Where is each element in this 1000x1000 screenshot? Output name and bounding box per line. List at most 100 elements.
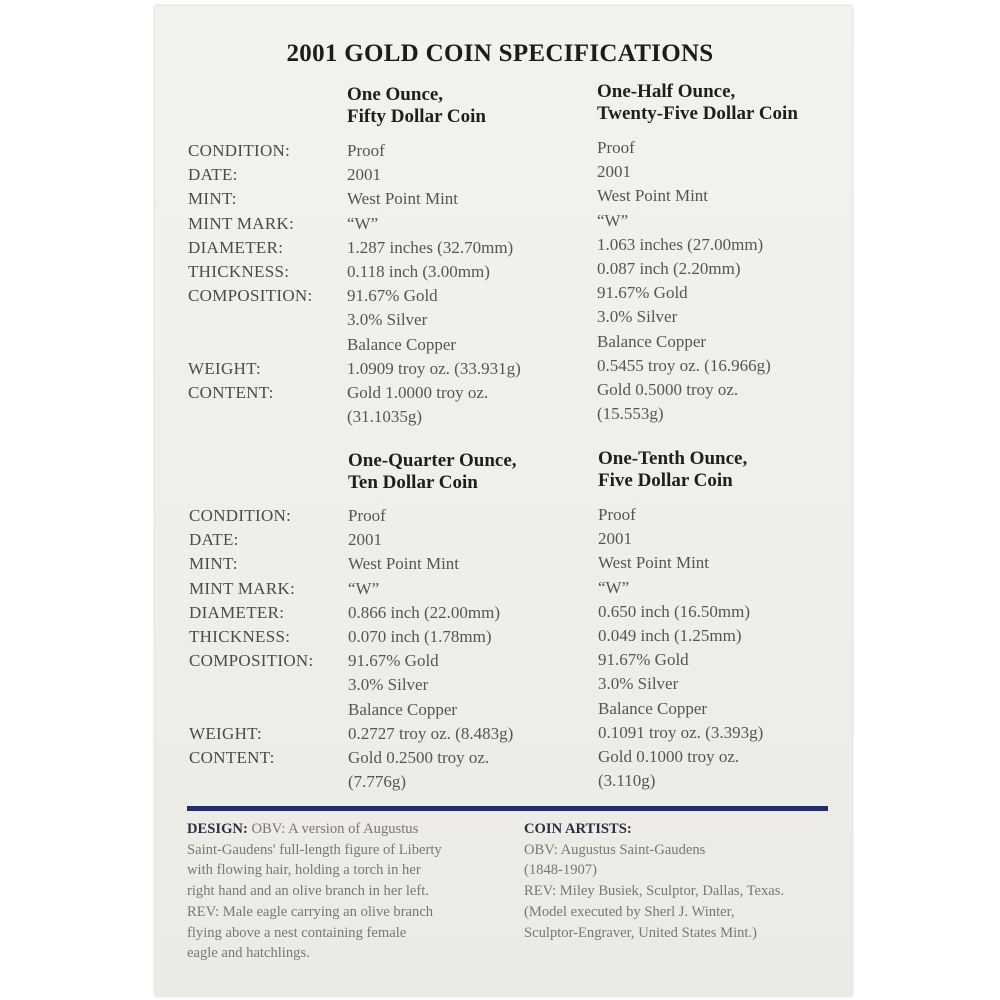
value: 3.0% Silver xyxy=(597,307,678,327)
label xyxy=(188,308,313,332)
design-line: with flowing hair, holding a torch in he… xyxy=(187,862,421,879)
value: (15.553g) xyxy=(597,404,664,424)
label: CONTENT: xyxy=(189,747,275,767)
value: 91.67% Gold xyxy=(347,286,438,306)
heading-line: Five Dollar Coin xyxy=(598,470,733,491)
label: COMPOSITION: xyxy=(189,651,314,671)
value: 2001 xyxy=(597,162,631,182)
artists-label: COIN ARTISTS: xyxy=(524,821,632,837)
value: Proof xyxy=(347,141,385,160)
label xyxy=(188,333,313,357)
value: Balance Copper xyxy=(598,698,708,718)
value: “W” xyxy=(597,210,629,230)
artists-line: (1848-1907) xyxy=(524,862,597,879)
heading-line: One-Tenth Ounce, xyxy=(598,448,748,469)
page-title: 2001 GOLD COIN SPECIFICATIONS xyxy=(286,40,714,67)
value: 3.0% Silver xyxy=(348,675,429,695)
divider-rule xyxy=(187,806,828,811)
value: West Point Mint xyxy=(347,189,459,209)
value: 0.1091 troy oz. (3.393g) xyxy=(598,722,764,742)
value: 1.0909 troy oz. (33.931g) xyxy=(347,358,521,378)
design-line: REV: Male eagle carrying an olive branch xyxy=(187,903,434,920)
artists-line: Sculptor-Engraver, United States Mint.) xyxy=(524,924,757,941)
label: MINT: xyxy=(188,189,237,209)
spec-values-one-ounce: Proof 2001 West Point Mint “W” 1.287 inches … xyxy=(347,139,521,429)
value: 2001 xyxy=(598,529,632,549)
label: MINT: xyxy=(189,554,238,574)
label: DIAMETER: xyxy=(188,237,284,257)
label: DATE: xyxy=(188,165,238,185)
heading-line: Fifty Dollar Coin xyxy=(347,106,486,127)
value: “W” xyxy=(348,578,380,598)
value: 0.866 inch (22.00mm) xyxy=(348,602,501,622)
spec-card xyxy=(155,6,852,996)
value: 2001 xyxy=(347,165,381,185)
label: THICKNESS: xyxy=(188,261,290,281)
value: Gold 0.1000 troy oz. xyxy=(598,746,740,766)
label: DIAMETER: xyxy=(189,602,285,622)
label: WEIGHT: xyxy=(188,358,262,378)
heading-line: One-Quarter Ounce, xyxy=(348,450,517,471)
artists-section: COIN ARTISTS: OBV: Augustus Saint-Gauden… xyxy=(524,819,784,943)
value: 2001 xyxy=(348,530,382,550)
value: 0.070 inch (1.78mm) xyxy=(348,626,492,646)
value: West Point Mint xyxy=(348,554,460,574)
design-line: flying above a nest containing female xyxy=(187,924,407,941)
value: 0.5455 troy oz. (16.966g) xyxy=(597,355,771,375)
artists-line: OBV: Augustus Saint-Gaudens xyxy=(524,841,706,858)
heading-line: One Ounce, xyxy=(347,84,444,105)
value: 91.67% Gold xyxy=(597,283,688,303)
label: CONDITION: xyxy=(189,506,292,525)
heading-line: Ten Dollar Coin xyxy=(348,472,478,493)
coin-heading-one-ounce: One Ounce, Fifty Dollar Coin xyxy=(347,84,486,128)
spec-values-quarter-ounce: Proof 2001 West Point Mint “W” 0.866 inch (2… xyxy=(348,504,513,794)
label: WEIGHT: xyxy=(189,723,263,743)
value: (7.776g) xyxy=(348,772,407,792)
value: Gold 1.0000 troy oz. xyxy=(347,382,489,402)
value: 1.287 inches (32.70mm) xyxy=(347,237,514,257)
value: Proof xyxy=(598,505,636,524)
label: DATE: xyxy=(189,530,239,550)
spec-values-tenth-ounce: Proof 2001 West Point Mint “W” 0.650 inch (1… xyxy=(598,503,763,793)
artists-line: REV: Miley Busiek, Sculptor, Dallas, Tex… xyxy=(524,883,785,900)
value: Balance Copper xyxy=(348,699,458,719)
design-section: DESIGN: OBV: A version of Augustus Saint… xyxy=(187,819,442,964)
spec-values-half-ounce: Proof 2001 West Point Mint “W” 1.063 inches … xyxy=(597,136,771,426)
design-line: right hand and an olive branch in her le… xyxy=(187,883,429,900)
value: West Point Mint xyxy=(597,186,709,206)
label: MINT MARK: xyxy=(188,213,295,233)
label: CONDITION: xyxy=(188,141,291,160)
value: 0.087 inch (2.20mm) xyxy=(597,258,741,278)
value: Balance Copper xyxy=(597,331,707,351)
heading-line: Twenty-Five Dollar Coin xyxy=(597,103,798,124)
coin-heading-tenth-ounce: One-Tenth Ounce, Five Dollar Coin xyxy=(598,448,747,492)
value: “W” xyxy=(347,213,379,233)
artists-line: (Model executed by Sherl J. Winter, xyxy=(524,903,735,920)
design-label: DESIGN: xyxy=(187,821,248,837)
value: 0.118 inch (3.00mm) xyxy=(347,261,490,281)
value: (3.110g) xyxy=(598,771,656,791)
label: THICKNESS: xyxy=(189,626,291,646)
design-line: OBV: A version of Augustus xyxy=(251,821,419,837)
value: 0.049 inch (1.25mm) xyxy=(598,625,742,645)
value: Gold 0.2500 troy oz. xyxy=(348,747,490,767)
value: West Point Mint xyxy=(598,553,710,573)
value: Proof xyxy=(597,138,635,157)
design-line: eagle and hatchlings. xyxy=(187,945,310,962)
value: Gold 0.5000 troy oz. xyxy=(597,379,739,399)
value: 1.063 inches (27.00mm) xyxy=(597,234,764,254)
label xyxy=(189,698,314,722)
spec-labels-bottom: CONDITION: DATE: MINT: MINT MARK: DIAMETER: T… xyxy=(189,504,314,770)
value: 91.67% Gold xyxy=(348,651,439,671)
heading-line: One-Half Ounce, xyxy=(597,81,736,102)
value: 0.2727 troy oz. (8.483g) xyxy=(348,723,514,743)
label xyxy=(189,673,314,697)
value: 91.67% Gold xyxy=(598,650,689,670)
label: MINT MARK: xyxy=(189,578,296,598)
coin-heading-quarter-ounce: One-Quarter Ounce, Ten Dollar Coin xyxy=(348,450,517,494)
value: Balance Copper xyxy=(347,334,457,354)
value: Proof xyxy=(348,506,386,525)
value: 3.0% Silver xyxy=(347,310,428,330)
label: COMPOSITION: xyxy=(188,286,313,306)
value: “W” xyxy=(598,577,630,597)
